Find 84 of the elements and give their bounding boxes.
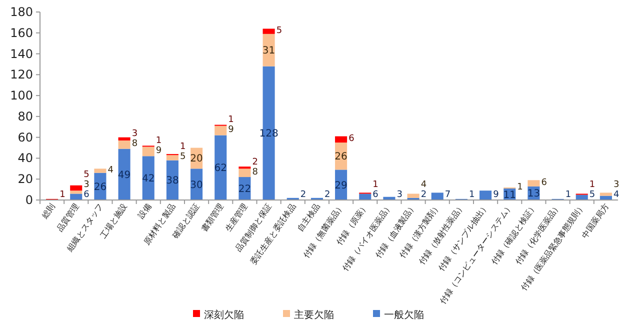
- x-tick-label: 品質管理: [55, 202, 81, 234]
- data-label: 30: [190, 180, 203, 191]
- bar: [431, 192, 444, 200]
- y-tick-label: 60: [18, 130, 33, 144]
- y-tick-label: 20: [18, 172, 33, 186]
- data-label: 13: [527, 188, 540, 200]
- bar: [70, 194, 82, 200]
- data-label: 20: [190, 154, 203, 165]
- data-label: 3: [132, 129, 138, 140]
- data-label: 5: [589, 190, 596, 200]
- bar: [118, 140, 130, 149]
- data-label: 26: [94, 182, 107, 193]
- y-tick-label: 180: [10, 5, 33, 19]
- data-label: 42: [142, 174, 155, 185]
- bar: [262, 34, 275, 66]
- data-label: 1: [156, 136, 162, 146]
- x-tick-label: 書類管理: [200, 202, 226, 234]
- bar: [262, 28, 275, 34]
- bar: [118, 137, 130, 140]
- bar: [528, 180, 540, 186]
- data-label: 5: [180, 152, 186, 162]
- bar: [94, 168, 106, 173]
- data-label: 9: [493, 190, 500, 200]
- data-label: 5: [276, 26, 282, 36]
- data-label: 1: [372, 180, 378, 190]
- data-label: 4: [613, 190, 620, 200]
- data-label: 4: [108, 165, 114, 176]
- data-label: 8: [132, 139, 138, 150]
- y-tick-label: 140: [10, 46, 33, 61]
- data-label: 7: [444, 190, 451, 200]
- bar: [407, 194, 420, 198]
- x-tick-label: 総則: [40, 202, 57, 222]
- data-label: 31: [262, 46, 276, 57]
- data-label: 22: [238, 184, 252, 196]
- y-tick-label: 120: [10, 68, 33, 82]
- bar: [214, 135, 227, 200]
- y-tick-label: 80: [18, 109, 33, 124]
- data-label: 2: [300, 190, 306, 200]
- data-label: 11: [503, 190, 516, 201]
- data-label: 9: [156, 146, 162, 156]
- data-label: 2: [324, 190, 330, 200]
- bar: [335, 136, 348, 143]
- bar: [70, 190, 82, 194]
- y-tick-label: 160: [10, 26, 33, 40]
- data-label: 1: [180, 142, 186, 152]
- y-tick-label: 0: [25, 193, 33, 207]
- data-label: 1: [517, 182, 523, 192]
- data-label: 6: [541, 178, 548, 188]
- data-label: 29: [334, 180, 348, 192]
- bar: [142, 146, 154, 156]
- data-label: 6: [348, 134, 355, 144]
- bar: [214, 126, 227, 136]
- y-tick-label: 100: [10, 88, 33, 103]
- data-label: 4: [420, 180, 427, 190]
- bar: [359, 194, 372, 200]
- legend-label: 深刻欠陥: [204, 309, 244, 321]
- bar: [600, 192, 612, 196]
- bar: [166, 155, 178, 160]
- x-tick-label: 設備: [136, 202, 154, 220]
- data-label: 2: [252, 157, 258, 168]
- data-label: 1: [228, 115, 234, 126]
- data-label: 1: [468, 190, 475, 200]
- data-label: 6: [84, 190, 90, 200]
- data-label: 1: [565, 190, 572, 200]
- data-label: 1: [589, 180, 596, 190]
- legend-label: 一般欠陥: [384, 309, 424, 321]
- data-label: 1: [60, 190, 66, 200]
- bar: [480, 190, 492, 200]
- bar: [70, 185, 82, 191]
- data-label: 3: [613, 180, 620, 190]
- data-label: 5: [84, 170, 90, 180]
- data-label: 3: [396, 190, 402, 200]
- bar: [142, 156, 154, 200]
- data-label: 8: [252, 167, 258, 178]
- data-label: 2: [420, 190, 427, 200]
- data-label: 6: [372, 190, 379, 200]
- data-label: 26: [334, 152, 348, 163]
- bar: [238, 168, 251, 178]
- data-label: 3: [84, 180, 90, 190]
- y-tick-label: 40: [18, 151, 33, 166]
- legend-label: 主要欠陥: [294, 309, 334, 321]
- data-label: 62: [214, 163, 227, 174]
- data-label: 38: [166, 176, 179, 187]
- data-label: 9: [228, 125, 234, 136]
